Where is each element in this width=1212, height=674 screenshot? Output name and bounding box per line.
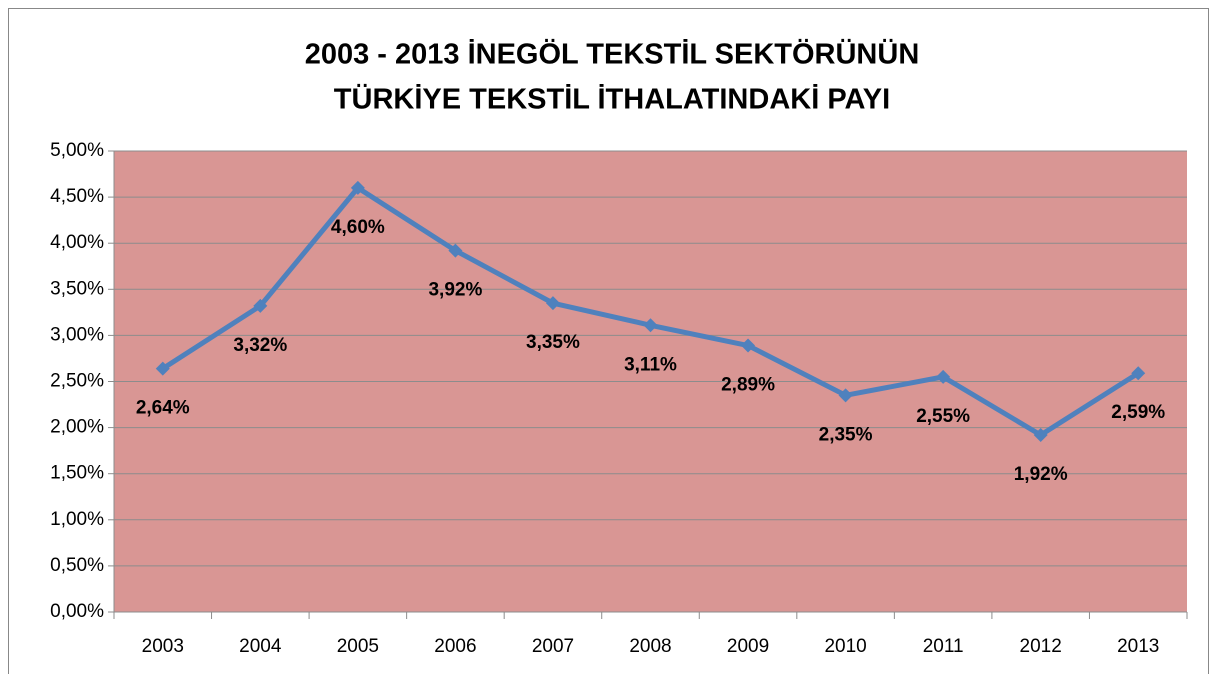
x-tick-label: 2013 [1117, 636, 1159, 657]
x-tick-label: 2007 [532, 636, 574, 657]
data-label: 2,59% [1111, 402, 1165, 423]
data-label: 3,35% [526, 332, 580, 353]
y-tick-label: 1,00% [50, 509, 104, 530]
data-label: 3,92% [428, 280, 482, 301]
point-marker [545, 296, 560, 311]
y-tick-label: 3,50% [50, 278, 104, 299]
y-tick-label: 2,50% [50, 371, 104, 392]
y-tick-label: 3,00% [50, 324, 104, 345]
point-marker [1033, 427, 1048, 442]
data-label: 4,60% [331, 217, 385, 238]
x-tick-label: 2012 [1020, 636, 1062, 657]
point-marker [253, 298, 268, 313]
chart-title: TÜRKİYE TEKSTİL İTHALATINDAKİ PAYI [334, 83, 890, 116]
x-tick-label: 2008 [629, 636, 671, 657]
x-tick-label: 2009 [727, 636, 769, 657]
x-tick-label: 2003 [142, 636, 184, 657]
data-label: 3,32% [233, 335, 287, 356]
y-tick-label: 1,50% [50, 463, 104, 484]
y-tick-label: 5,00% [50, 140, 104, 161]
point-marker [448, 243, 463, 258]
data-label: 3,11% [624, 354, 677, 375]
y-tick-label: 4,50% [50, 186, 104, 207]
x-tick-label: 2011 [923, 636, 964, 657]
data-label: 2,64% [136, 398, 190, 419]
point-marker [155, 361, 170, 376]
x-tick-label: 2006 [434, 636, 476, 657]
data-label: 2,55% [916, 406, 970, 427]
point-marker [936, 369, 951, 384]
point-marker [741, 338, 756, 353]
data-label: 1,92% [1014, 464, 1068, 485]
y-tick-label: 0,50% [50, 555, 104, 576]
data-label: 2,89% [721, 375, 775, 396]
x-tick-label: 2010 [824, 636, 866, 657]
data-label: 2,35% [819, 424, 873, 445]
x-tick-label: 2004 [239, 636, 282, 657]
point-marker [838, 388, 853, 403]
point-marker [643, 318, 658, 333]
point-marker [350, 180, 365, 195]
y-tick-label: 0,00% [50, 601, 104, 622]
x-tick-label: 2005 [337, 636, 379, 657]
y-tick-label: 2,00% [50, 417, 104, 438]
chart-title: 2003 - 2013 İNEGÖL TEKSTİL SEKTÖRÜNÜN [305, 38, 920, 71]
y-tick-label: 4,00% [50, 232, 104, 253]
point-marker [1131, 366, 1146, 381]
